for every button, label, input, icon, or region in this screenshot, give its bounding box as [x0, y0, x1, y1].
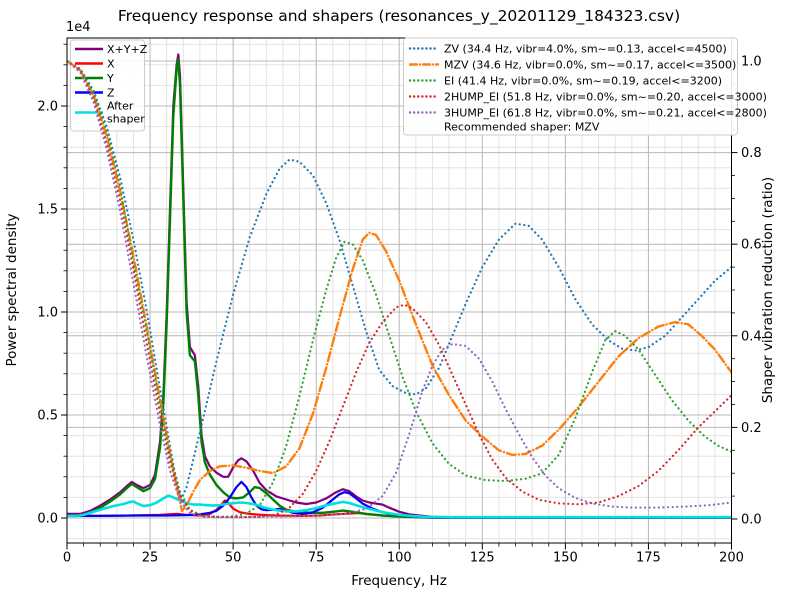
series-zv	[67, 59, 732, 501]
legend-left-label: Z	[107, 86, 115, 99]
psd-curves	[67, 53, 732, 519]
legend-right-label: MZV (34.6 Hz, vibr=0.0%, sm~=0.17, accel…	[444, 58, 736, 71]
legend-right-note: Recommended shaper: MZV	[444, 120, 600, 133]
right-y-tick-label: 0.8	[741, 146, 762, 161]
legend-left-label: Y	[106, 72, 114, 85]
series-after-shaper	[67, 494, 732, 519]
right-y-tick-label: 0.0	[741, 513, 762, 528]
x-tick-label: 100	[387, 551, 412, 566]
x-tick-label: 75	[308, 551, 325, 566]
left-y-tick-label: 1.0	[37, 305, 58, 320]
left-y-tick-label: 0.5	[37, 408, 58, 423]
legend-right-box	[403, 37, 738, 136]
left-y-axis-label: Power spectral density	[4, 213, 20, 366]
right-y-tick-label: 1.0	[741, 54, 762, 69]
left-y-tick-label: 1.5	[37, 202, 58, 217]
legend-right-label: 3HUMP_EI (61.8 Hz, vibr=0.0%, sm~=0.21, …	[444, 106, 767, 119]
axes: 0 25 50 75 100 125 150 175 200 0.0 0.5 1.0 1.5 2.0 0.0…	[37, 37, 762, 566]
legend-left-label: X+Y+Z	[107, 43, 148, 56]
left-y-tick-label: 0.0	[37, 511, 58, 526]
legend-right-label: 2HUMP_EI (51.8 Hz, vibr=0.0%, sm~=0.20, …	[444, 90, 767, 103]
right-y-tick-label: 0.4	[741, 329, 762, 344]
x-tick-label: 0	[63, 551, 71, 566]
x-tick-label: 50	[225, 551, 242, 566]
left-axis-offset-text: 1e4	[66, 20, 91, 35]
chart-title: Frequency response and shapers (resonanc…	[118, 7, 680, 26]
legend-right: ZV (34.4 Hz, vibr=4.0%, sm~=0.13, accel<…	[403, 37, 767, 136]
x-tick-label: 150	[553, 551, 578, 566]
right-y-tick-label: 0.2	[741, 421, 762, 436]
shaper-curves	[67, 59, 732, 519]
x-tick-label: 175	[636, 551, 661, 566]
series-3hump_ei	[67, 59, 732, 519]
legend-right-label: EI (41.4 Hz, vibr=0.0%, sm~=0.19, accel<…	[444, 74, 722, 87]
legend-left-label: X	[107, 57, 115, 70]
right-y-axis-label: Shaper vibration reduction (ratio)	[760, 177, 776, 403]
x-tick-label: 25	[142, 551, 159, 566]
legend-right-label: ZV (34.4 Hz, vibr=4.0%, sm~=0.13, accel<…	[444, 42, 727, 55]
legend-left-label: After	[107, 99, 134, 112]
x-axis-label: Frequency, Hz	[351, 573, 447, 589]
series-ei	[67, 59, 732, 519]
x-tick-label: 125	[470, 551, 495, 566]
series-y	[67, 58, 732, 519]
series-x+y+z	[67, 53, 732, 519]
left-y-tick-label: 2.0	[37, 99, 58, 114]
legend-left-label: shaper	[107, 112, 145, 125]
right-y-tick-label: 0.6	[741, 238, 762, 253]
x-tick-label: 200	[719, 551, 744, 566]
